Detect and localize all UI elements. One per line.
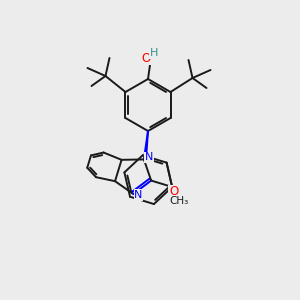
Text: O: O	[141, 52, 151, 64]
Text: N: N	[134, 190, 142, 200]
Text: H: H	[150, 48, 158, 58]
Text: N: N	[145, 152, 153, 162]
Text: CH₃: CH₃	[169, 196, 188, 206]
Text: O: O	[169, 185, 178, 198]
